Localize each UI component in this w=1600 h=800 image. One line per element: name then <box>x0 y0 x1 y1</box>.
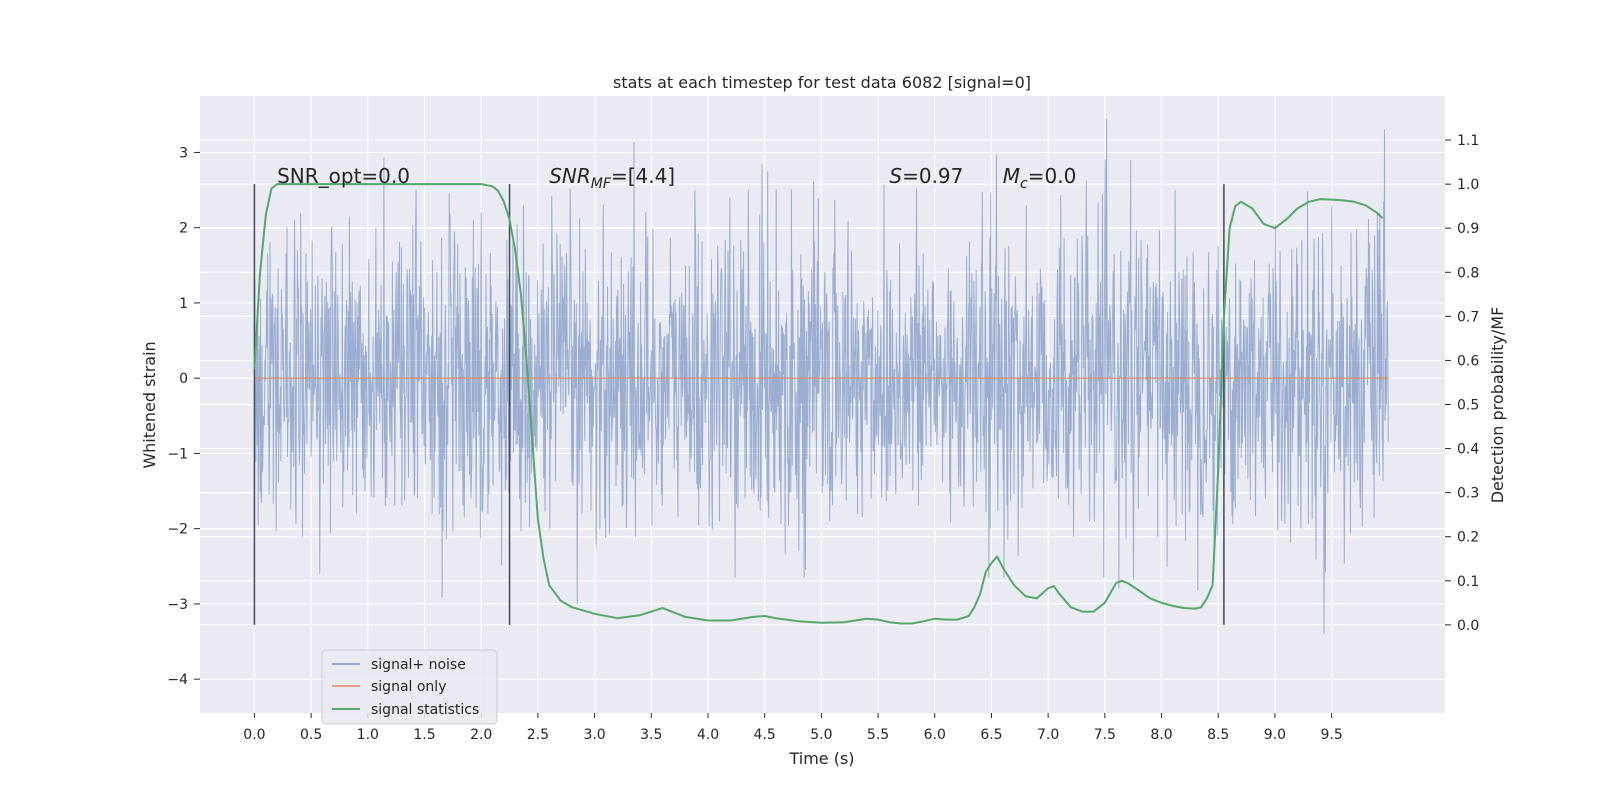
y-tick-label: 1 <box>179 296 188 312</box>
x-tick-label: 5.0 <box>810 727 832 743</box>
x-tick-label: 9.5 <box>1320 727 1342 743</box>
x-tick-label: 3.0 <box>583 727 605 743</box>
legend-label-signal-only: signal only <box>371 679 446 695</box>
y-axis-label: Whitened strain <box>140 341 159 468</box>
series-signal-statistics-line <box>253 183 1384 625</box>
y2-tick-label: 0.5 <box>1457 398 1479 414</box>
legend-label-signal-statistics: signal statistics <box>371 702 479 718</box>
y-tick-label: −2 <box>167 522 188 538</box>
x-tick-label: 4.0 <box>697 727 719 743</box>
y2-axis-label: Detection probability/MF <box>1488 307 1507 504</box>
chart-title: stats at each timestep for test data 608… <box>613 73 1031 92</box>
annotation-2: S=0.97 <box>889 164 963 188</box>
y2-tick-label: 0.4 <box>1457 442 1479 458</box>
y-tick-label: −3 <box>167 597 188 613</box>
x-tick-label: 3.5 <box>640 727 662 743</box>
legend-label-signal-noise: signal+ noise <box>371 657 466 673</box>
y2-tick-label: 0.9 <box>1457 221 1479 237</box>
y-tick-label: −4 <box>167 672 188 688</box>
y2-tick-label: 0.0 <box>1457 618 1479 634</box>
x-tick-label: 1.0 <box>357 727 379 743</box>
y-tick-label: 2 <box>179 221 188 237</box>
x-tick-label: 6.5 <box>980 727 1002 743</box>
y2-tick-label: 0.8 <box>1457 265 1479 281</box>
y2-tick-label: 0.1 <box>1457 574 1479 590</box>
y-tick-label: 3 <box>179 145 188 161</box>
x-tick-label: 7.5 <box>1094 727 1116 743</box>
x-tick-label: 2.0 <box>470 727 492 743</box>
annotation-0: SNR_opt=0.0 <box>277 164 410 188</box>
x-tick-label: 2.5 <box>527 727 549 743</box>
x-tick-label: 8.5 <box>1207 727 1229 743</box>
x-axis-label: Time (s) <box>788 749 854 768</box>
y2-tick-label: 0.7 <box>1457 309 1479 325</box>
x-tick-label: 4.5 <box>754 727 776 743</box>
x-tick-label: 0.0 <box>243 727 265 743</box>
ticks-layer: 0.0 0.5 1.0 1.5 2.0 2.5 3.0 3.5 4.0 4.5 5.0 5.5 6.0 6… <box>167 133 1479 743</box>
series-signal-noise-line <box>253 118 1389 634</box>
y2-tick-label: 1.1 <box>1457 133 1479 149</box>
annotation-1: SNRMF=[4.4] <box>549 164 675 192</box>
y-tick-label: −1 <box>167 446 188 462</box>
x-tick-label: 5.5 <box>867 727 889 743</box>
x-tick-label: 0.5 <box>300 727 322 743</box>
x-tick-label: 1.5 <box>413 727 435 743</box>
legend: signal+ noise signal only signal statist… <box>321 649 498 725</box>
legend-box <box>321 649 498 725</box>
annotation-3: Mc=0.0 <box>1003 164 1077 192</box>
x-tick-label: 6.0 <box>924 727 946 743</box>
y2-tick-label: 0.2 <box>1457 530 1479 546</box>
y-tick-label: 0 <box>179 371 188 387</box>
x-tick-label: 9.0 <box>1264 727 1286 743</box>
y2-tick-label: 0.6 <box>1457 353 1479 369</box>
x-tick-label: 8.0 <box>1150 727 1172 743</box>
annotation-layer: SNR_opt=0.0 SNRMF=[4.4] S=0.97 Mc=0.0 <box>277 164 1076 192</box>
y2-tick-label: 0.3 <box>1457 486 1479 502</box>
marks-layer <box>253 118 1389 634</box>
y2-tick-label: 1.0 <box>1457 177 1479 193</box>
x-tick-label: 7.0 <box>1037 727 1059 743</box>
